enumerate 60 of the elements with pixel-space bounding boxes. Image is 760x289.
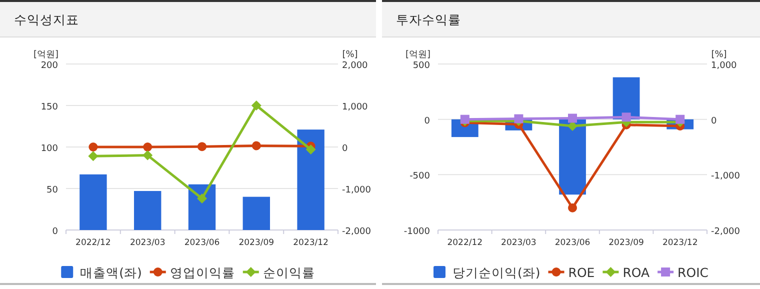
bar — [134, 190, 162, 230]
legend-label: ROE — [568, 265, 595, 280]
point — [622, 112, 631, 122]
bar — [80, 174, 107, 230]
point — [197, 193, 207, 204]
bar — [242, 196, 270, 230]
x-tick-label: 2022/12 — [76, 238, 111, 248]
legend-label: ROA — [622, 265, 650, 280]
y-tick-label: 500 — [412, 61, 430, 71]
y2-tick-label: 0 — [342, 144, 348, 154]
y-tick-label: 150 — [40, 102, 58, 112]
point — [251, 100, 262, 110]
y2-axis-title: [%] — [342, 50, 358, 60]
x-tick-label: 2023/06 — [184, 238, 220, 248]
y-tick-label: 0 — [424, 116, 430, 126]
point — [252, 141, 261, 150]
point — [568, 114, 577, 123]
point — [568, 203, 577, 212]
chart-title: 투자수익률 — [396, 12, 461, 27]
point — [306, 144, 316, 154]
x-tick-label: 2023/03 — [501, 238, 536, 248]
chart-title: 수익성지표 — [14, 12, 79, 27]
x-tick-label: 2023/03 — [130, 238, 166, 248]
y-axis-title: [억원] — [405, 50, 431, 60]
point — [143, 142, 152, 152]
y-tick-label: 50 — [46, 186, 58, 196]
y2-tick-label: -2,000 — [342, 227, 372, 237]
y2-tick-label: 1,000 — [342, 102, 368, 112]
legend-label: ROIC — [678, 265, 709, 280]
y-axis-title: [억원] — [33, 50, 59, 60]
legend-label: 당기순이익(좌) — [452, 265, 540, 280]
y2-tick-label: 2,000 — [342, 61, 368, 71]
y-tick-label: 200 — [40, 61, 58, 71]
y-tick-label: -1000 — [404, 227, 430, 237]
point — [198, 142, 206, 152]
x-tick-label: 2023/09 — [608, 238, 644, 248]
bar — [188, 184, 216, 230]
bar — [297, 130, 324, 230]
point — [676, 114, 685, 124]
y2-tick-label: 0 — [711, 116, 717, 126]
y-tick-label: 0 — [52, 227, 58, 237]
x-tick-label: 2022/12 — [447, 238, 483, 248]
point — [88, 151, 98, 162]
legend-label: 매출액(좌) — [80, 265, 142, 280]
y2-tick-label: -1,000 — [711, 172, 740, 182]
x-tick-label: 2023/12 — [293, 238, 328, 248]
point — [142, 150, 153, 160]
x-tick-label: 2023/12 — [662, 238, 698, 248]
legend-label: 영업이익률 — [170, 265, 235, 280]
legend-label: 순이익률 — [262, 265, 315, 280]
y-tick-label: -500 — [410, 172, 430, 182]
x-tick-label: 2023/09 — [238, 238, 274, 248]
x-tick-label: 2023/06 — [554, 238, 590, 248]
point — [514, 114, 524, 124]
y2-tick-label: -2,000 — [711, 227, 740, 237]
y2-tick-label: 1,000 — [711, 61, 738, 71]
y2-tick-label: -1,000 — [342, 186, 372, 196]
y2-axis-title: [%] — [711, 50, 727, 60]
point — [88, 142, 98, 152]
y-tick-label: 100 — [40, 144, 58, 154]
